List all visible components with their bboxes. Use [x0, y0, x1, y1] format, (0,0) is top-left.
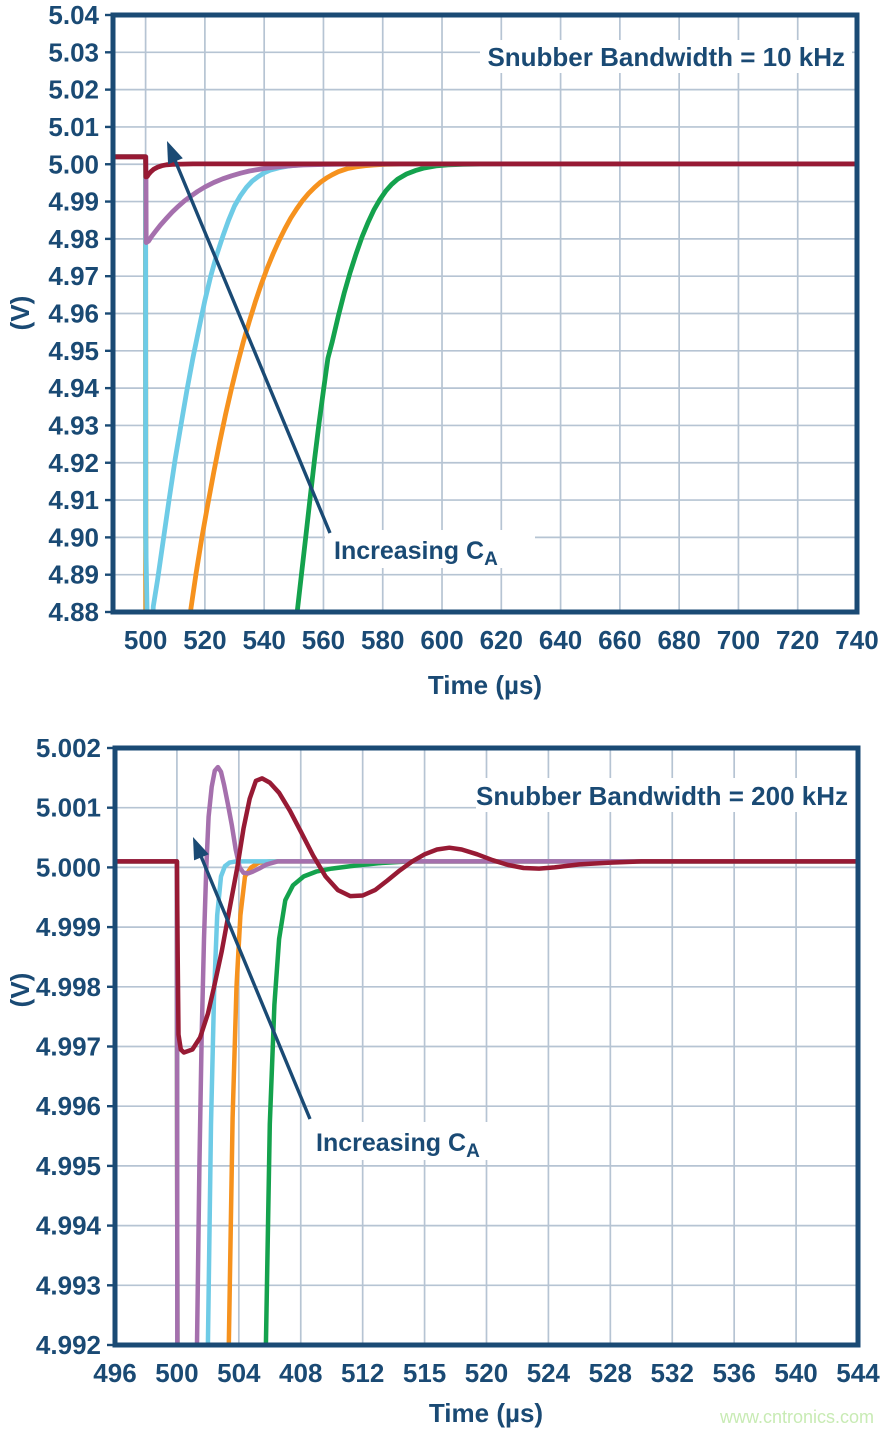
annotation-arrowhead [193, 837, 209, 861]
x-tick-label: 532 [651, 1358, 694, 1388]
x-tick-label: 500 [124, 625, 167, 655]
chart-snubber-200khz: 5.002 5.001 5.000 4.999 4.998 4.997 4.996 4.995… [5, 733, 880, 1428]
y-tick-label: 4.90 [48, 522, 99, 552]
x-tick-label: 524 [527, 1358, 571, 1388]
x-tick-label: 528 [589, 1358, 632, 1388]
y-tick-label: 5.04 [48, 0, 99, 30]
series-ca-smallest-red [113, 154, 857, 180]
x-tick-label: 520 [465, 1358, 508, 1388]
y-tick-label: 4.995 [36, 1151, 101, 1181]
x-tick-label: 408 [279, 1358, 322, 1388]
y-tick-label: 4.996 [36, 1091, 101, 1121]
annotation-knockout [306, 1122, 514, 1160]
y-tick-label: 4.95 [48, 336, 99, 366]
x-tick-label: 560 [302, 625, 345, 655]
axis-title-y: (V) [5, 296, 35, 331]
x-tick-label: 600 [420, 625, 463, 655]
series-ca-largest-green [115, 859, 858, 1345]
y-tick-label: 4.93 [48, 410, 99, 440]
grid [113, 15, 857, 612]
annotation-knockout [325, 530, 535, 568]
axis-title-y: (V) [5, 973, 35, 1008]
y-tick-label: 5.002 [36, 733, 101, 763]
chart-title: Snubber Bandwidth = 200 kHz [476, 781, 848, 811]
y-tick-label: 5.001 [36, 793, 101, 823]
y-tick-label: 5.00 [48, 149, 99, 179]
y-tick-label: 5.01 [48, 112, 99, 142]
x-tick-label: 680 [657, 625, 700, 655]
series-ca-3rd-blue [113, 154, 857, 612]
annotation-text: Increasing CA [316, 1129, 480, 1162]
x-tick-label: 520 [183, 625, 226, 655]
y-tick-label: 4.992 [36, 1330, 101, 1360]
chart-title: Snubber Bandwidth = 10 kHz [487, 42, 845, 72]
y-tick-label: 4.994 [36, 1211, 102, 1241]
x-tick-label: 536 [712, 1358, 755, 1388]
series-ca-smallest-red [115, 776, 858, 1055]
series-group [113, 154, 857, 612]
axis-title-x: Time (µs) [428, 670, 542, 700]
series-ca-4th-orange [113, 154, 857, 612]
y-tick-label: 4.97 [48, 261, 99, 291]
y-tick-label: 4.89 [48, 560, 99, 590]
y-tick-label: 4.997 [36, 1032, 101, 1062]
x-tick-label: 720 [776, 625, 819, 655]
annotation-text: Increasing CA [334, 537, 498, 570]
watermark: www.cntronics.com [719, 1407, 874, 1427]
y-tick-label: 4.96 [48, 299, 99, 329]
annotation-arrowhead [167, 141, 183, 165]
title-knockout [476, 778, 856, 812]
x-tick-label: 640 [539, 625, 582, 655]
x-tick-label: 504 [217, 1358, 261, 1388]
series-ca-2nd-purple [115, 764, 858, 1345]
y-tick-label: 4.993 [36, 1270, 101, 1300]
y-tick-label: 4.99 [48, 187, 99, 217]
x-tick-label: 660 [598, 625, 641, 655]
x-tick-label: 515 [403, 1358, 446, 1388]
y-tick-label: 4.94 [48, 373, 99, 403]
x-tick-label: 620 [480, 625, 523, 655]
axis-title-x: Time (µs) [429, 1398, 543, 1428]
series-ca-largest-green [113, 154, 857, 612]
x-tick-label: 540 [774, 1358, 817, 1388]
x-tick-label: 740 [835, 625, 878, 655]
y-tick-label: 4.91 [48, 485, 99, 515]
x-tick-label: 496 [93, 1358, 136, 1388]
y-tick-label: 4.999 [36, 912, 101, 942]
x-tick-label: 580 [361, 625, 404, 655]
y-tick-label: 4.98 [48, 224, 99, 254]
grid [115, 748, 858, 1345]
series-group [115, 764, 858, 1345]
x-tick-label: 512 [341, 1358, 384, 1388]
y-tick-label: 5.03 [48, 37, 99, 67]
annotation-arrow-line [198, 852, 312, 1120]
y-tick-label: 4.88 [48, 597, 99, 627]
title-knockout [480, 40, 852, 73]
chart-snubber-10khz: 5.04 5.03 5.02 5.01 5.00 4.99 4.98 4.97 4.96 4.95… [5, 0, 879, 700]
y-tick-label: 5.02 [48, 75, 99, 105]
y-tick-label: 4.92 [48, 448, 99, 478]
x-tick-label: 500 [155, 1358, 198, 1388]
x-tick-label: 700 [717, 625, 760, 655]
y-tick-label: 5.000 [36, 852, 101, 882]
x-tick-label: 540 [242, 625, 285, 655]
y-tick-label: 4.998 [36, 972, 101, 1002]
annotation-arrow-line [172, 156, 332, 534]
x-tick-label: 544 [836, 1358, 880, 1388]
